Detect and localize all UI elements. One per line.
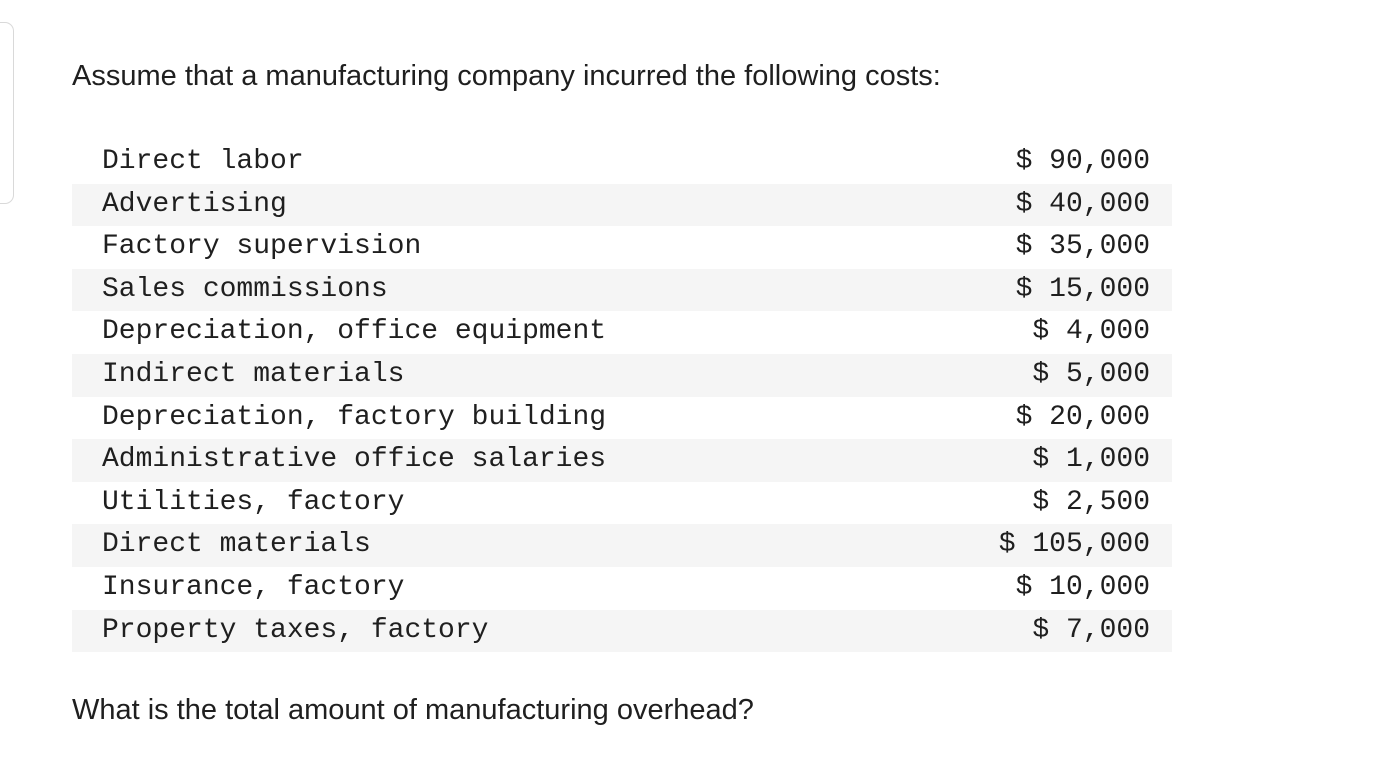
table-row: Property taxes, factory $ 7,000: [72, 609, 1172, 653]
cost-label: Depreciation, office equipment: [102, 316, 607, 348]
table-row: Depreciation, office equipment $ 4,000: [72, 311, 1172, 354]
cost-label: Insurance, factory: [102, 571, 405, 603]
table-row: Factory supervision $ 35,000: [72, 226, 1172, 269]
side-panel-tab[interactable]: [0, 22, 14, 204]
question-prompt: What is the total amount of manufacturin…: [72, 694, 754, 726]
cost-label: Property taxes, factory: [72, 609, 870, 653]
cost-amount: $ 4,000: [1032, 316, 1150, 348]
table-row: Advertising $ 40,000: [72, 183, 1172, 227]
cost-amount: $ 20,000: [1015, 401, 1150, 433]
cost-amount: $ 15,000: [870, 268, 1172, 312]
table-row: Insurance, factory $ 10,000: [72, 567, 1172, 610]
cost-amount: $ 105,000: [870, 524, 1172, 567]
cost-amount: $ 2,500: [1032, 486, 1150, 518]
cost-label: Depreciation, factory building: [102, 401, 607, 433]
cost-label: Sales commissions: [72, 268, 870, 312]
cost-label: Direct labor: [102, 146, 304, 177]
table-row: Indirect materials $ 5,000: [72, 353, 1172, 397]
table-row: Utilities, factory $ 2,500: [72, 482, 1172, 525]
cost-label: Indirect materials: [72, 353, 870, 397]
cost-amount: $ 40,000: [870, 183, 1172, 227]
cost-amount: $ 5,000: [870, 353, 1172, 397]
cost-amount: $ 35,000: [1015, 231, 1150, 263]
cost-label: Advertising: [72, 183, 870, 227]
table-row: Sales commissions $ 15,000: [72, 268, 1172, 312]
cost-amount: $ 90,000: [1015, 146, 1150, 177]
cost-table: Direct labor $ 90,000 Advertising $ 40,0…: [72, 141, 1172, 653]
cost-amount: $ 7,000: [870, 609, 1172, 653]
cost-label: Factory supervision: [102, 231, 422, 263]
cost-label: Administrative office salaries: [72, 439, 870, 482]
table-row: Direct materials $ 105,000: [72, 524, 1172, 567]
cost-label: Utilities, factory: [102, 486, 405, 518]
cost-label: Direct materials: [72, 524, 870, 567]
cost-amount: $ 10,000: [1015, 571, 1150, 603]
question-intro: Assume that a manufacturing company incu…: [72, 60, 941, 92]
table-row: Direct labor $ 90,000: [72, 141, 1172, 184]
cost-amount: $ 1,000: [870, 439, 1172, 482]
table-row: Administrative office salaries $ 1,000: [72, 439, 1172, 482]
table-row: Depreciation, factory building $ 20,000: [72, 397, 1172, 440]
